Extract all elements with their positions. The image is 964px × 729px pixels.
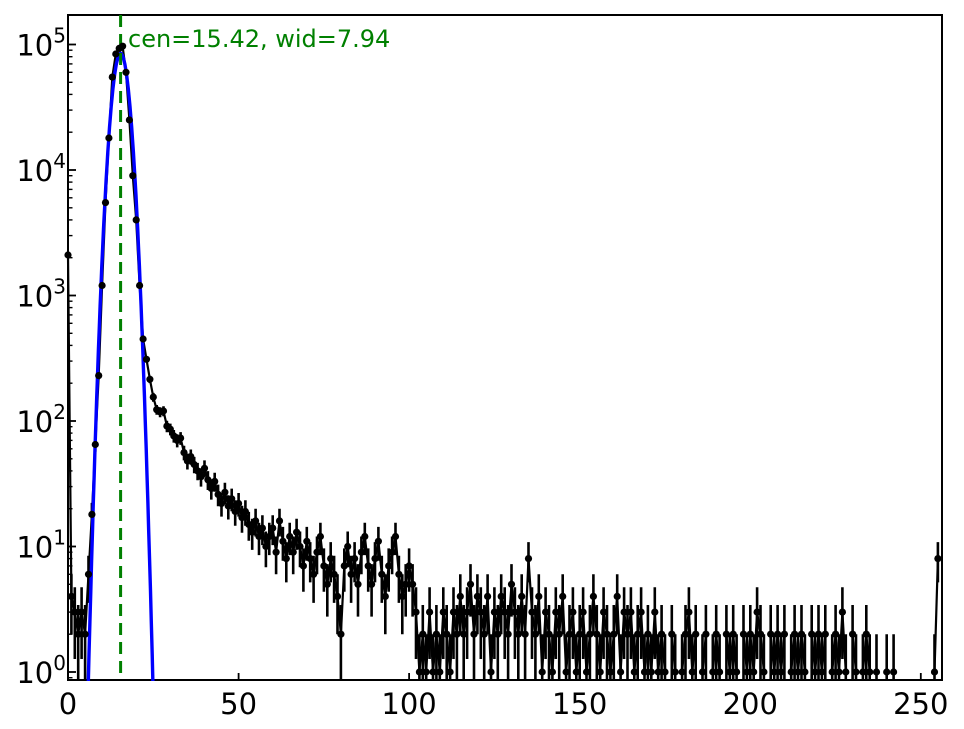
x-tick-label: 50	[220, 687, 257, 721]
y-tick-label: 102	[16, 400, 66, 439]
errorbars	[66, 46, 940, 680]
major-ticks	[67, 43, 922, 680]
x-tick-label: 250	[893, 687, 948, 721]
x-tick-label: 100	[381, 687, 436, 721]
axes: 100 101 102 103 104 105 0 50 100 150 200 250	[16, 14, 948, 722]
y-tick-label: 104	[16, 149, 66, 188]
x-tick-label: 200	[723, 687, 778, 721]
plot-border	[67, 14, 943, 681]
y-tick-label: 105	[16, 24, 66, 63]
markers	[64, 42, 942, 676]
x-tick-label: 150	[552, 687, 607, 721]
y-tick-label: 103	[16, 275, 66, 314]
tick-labels: 100 101 102 103 104 105 0 50 100 150 200 250	[16, 24, 948, 722]
y-tick-label: 100	[16, 651, 66, 690]
x-tick-label: 0	[59, 687, 77, 721]
data-line	[66, 44, 939, 673]
y-tick-label: 101	[16, 526, 66, 565]
